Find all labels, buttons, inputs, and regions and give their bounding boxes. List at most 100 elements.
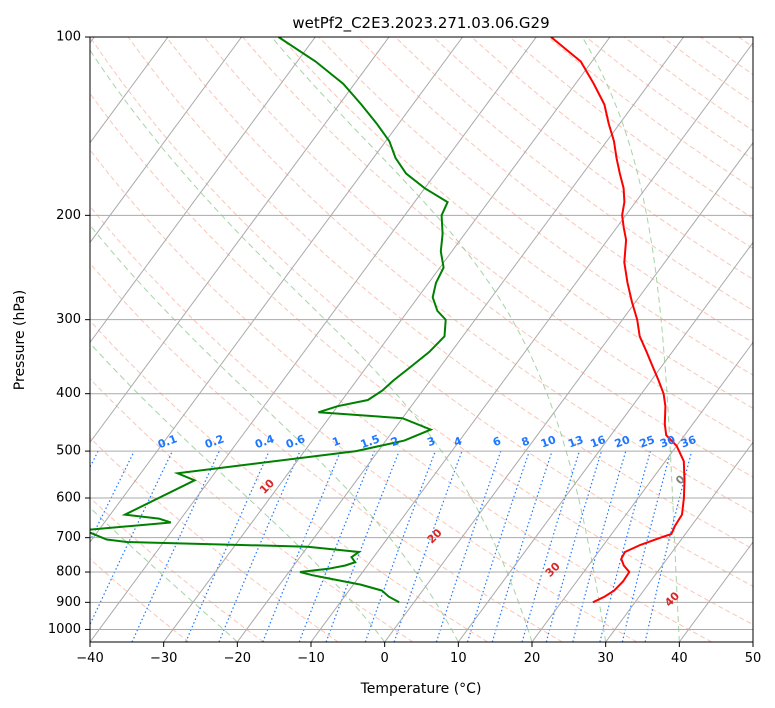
mixing-ratio-line — [298, 450, 375, 642]
temperature-profile-line — [550, 37, 686, 604]
x-tick-label: 30 — [597, 651, 614, 666]
mixing-ratio-line — [435, 450, 502, 642]
isotherm-line — [384, 141, 753, 642]
axes: −40 −30 −20 −10 0 10 20 30 40 5010020030040050060… — [48, 30, 761, 667]
isotherm-line — [605, 441, 753, 642]
dry-adiabat-line — [318, 37, 753, 376]
isotherm-line — [163, 37, 611, 642]
dry-adiabat-line — [280, 37, 753, 409]
dewpoint-profile-line — [90, 37, 449, 604]
mixing-ratio-label: 10 — [539, 433, 558, 451]
mixing-ratio-line — [0, 451, 64, 642]
x-axis-label: Temperature (°C) — [360, 681, 482, 697]
mixing-ratio-line — [262, 450, 342, 642]
mixing-ratio-label: 36 — [679, 433, 698, 451]
mixing-ratio-label: 8 — [520, 434, 532, 449]
dry-adiabat-label: 30 — [543, 559, 563, 579]
y-tick-label: 600 — [56, 491, 81, 506]
dry-adiabat-line — [90, 262, 563, 642]
mixing-ratio-label: 2 — [389, 434, 401, 449]
mixing-ratio-label: 0.1 — [156, 432, 179, 451]
dry-adiabat-line — [127, 37, 753, 550]
moist-adiabat-line — [90, 224, 459, 642]
x-tick-label: 10 — [450, 651, 467, 666]
isotherm-line — [90, 37, 464, 543]
dry-adiabat-line — [623, 37, 753, 132]
mixing-ratio-label: 4 — [452, 434, 464, 449]
y-tick-label: 900 — [56, 595, 81, 610]
y-tick-label: 500 — [56, 444, 81, 459]
x-tick-label: −40 — [76, 651, 103, 666]
mixing-ratio-label: 3 — [425, 434, 437, 449]
isotherm-line — [90, 37, 316, 344]
mixing-ratio-line — [521, 450, 580, 642]
mixing-ratio-line — [218, 450, 301, 642]
mixing-ratio-label: 0.2 — [203, 432, 226, 451]
x-tick-label: −30 — [150, 651, 177, 666]
dry-adiabat-label: 40 — [662, 589, 682, 609]
moist-adiabat-line — [90, 506, 238, 642]
mixing-ratio-label: 1 — [330, 434, 342, 449]
mixing-ratio-label: 1.5 — [359, 432, 382, 451]
isotherm-line — [678, 541, 753, 642]
dry-adiabat-line — [90, 437, 339, 642]
isotherm-line — [90, 37, 537, 642]
mixing-ratio-label: 6 — [491, 434, 503, 449]
mixing-ratio-line — [599, 450, 652, 642]
moist-adiabat-line — [581, 37, 680, 642]
mixing-ratio-line — [545, 450, 603, 642]
x-tick-label: 50 — [745, 651, 762, 666]
dry-adiabat-line — [471, 37, 753, 250]
dry-adiabat-line — [242, 37, 753, 443]
x-tick-label: 20 — [524, 651, 541, 666]
mixing-ratio-line — [364, 450, 436, 642]
plot-area: -100-90-80-70-60-50-40-30-20-10010203040… — [0, 37, 753, 642]
dry-adiabat-line — [662, 37, 753, 104]
dry-adiabat-line — [90, 205, 638, 642]
mixing-ratio-label: 30 — [658, 433, 677, 451]
mixing-ratio-label: 0.6 — [284, 432, 307, 451]
mixing-ratio-line — [185, 450, 270, 642]
y-tick-label: 1000 — [48, 622, 81, 637]
mixing-ratio-label: 20 — [613, 433, 632, 451]
dry-adiabat-line — [394, 37, 753, 312]
x-tick-label: −20 — [224, 651, 251, 666]
mixing-ratio-line — [325, 450, 400, 642]
isotherm-line — [310, 41, 753, 642]
dry-adiabat-line — [90, 37, 753, 587]
dry-adiabat-line — [509, 37, 753, 219]
mixing-ratio-line — [90, 450, 135, 543]
mixing-ratio-label: 25 — [638, 433, 657, 450]
dry-adiabat-line — [700, 37, 753, 76]
y-axis-label: Pressure (hPa) — [12, 290, 28, 390]
y-tick-label: 700 — [56, 530, 81, 545]
isotherm-line — [531, 341, 753, 642]
dry-adiabat-line — [90, 558, 190, 642]
mixing-ratio-line — [621, 450, 672, 642]
mixing-ratio-line — [0, 451, 31, 642]
mixing-ratio-line — [393, 450, 463, 642]
y-tick-label: 300 — [56, 312, 81, 327]
plot-frame — [89, 36, 754, 643]
y-tick-label: 200 — [56, 208, 81, 223]
mixing-ratio-label: 13 — [566, 433, 585, 450]
mixing-ratio-label: 0.4 — [253, 432, 276, 451]
dry-adiabat-label: 20 — [425, 526, 445, 546]
isotherm-line — [90, 37, 243, 244]
x-tick-label: 40 — [671, 651, 688, 666]
mixing-ratio-line — [572, 450, 627, 642]
chart-title: wetPf2_C2E3.2023.271.03.06.G29 — [292, 14, 549, 33]
x-tick-label: −10 — [297, 651, 324, 666]
isotherm-line — [752, 641, 753, 642]
y-tick-label: 800 — [56, 565, 81, 580]
isotherm-line — [90, 37, 390, 444]
dry-adiabat-line — [433, 37, 753, 280]
y-tick-label: 400 — [56, 386, 81, 401]
dry-adiabat-line — [90, 149, 712, 642]
isotherm-line — [90, 37, 169, 144]
dry-adiabat-line — [90, 320, 488, 642]
dry-adiabat-line — [738, 37, 753, 48]
moist-adiabat-line — [90, 49, 533, 642]
dry-adiabat-label: 10 — [257, 476, 277, 496]
